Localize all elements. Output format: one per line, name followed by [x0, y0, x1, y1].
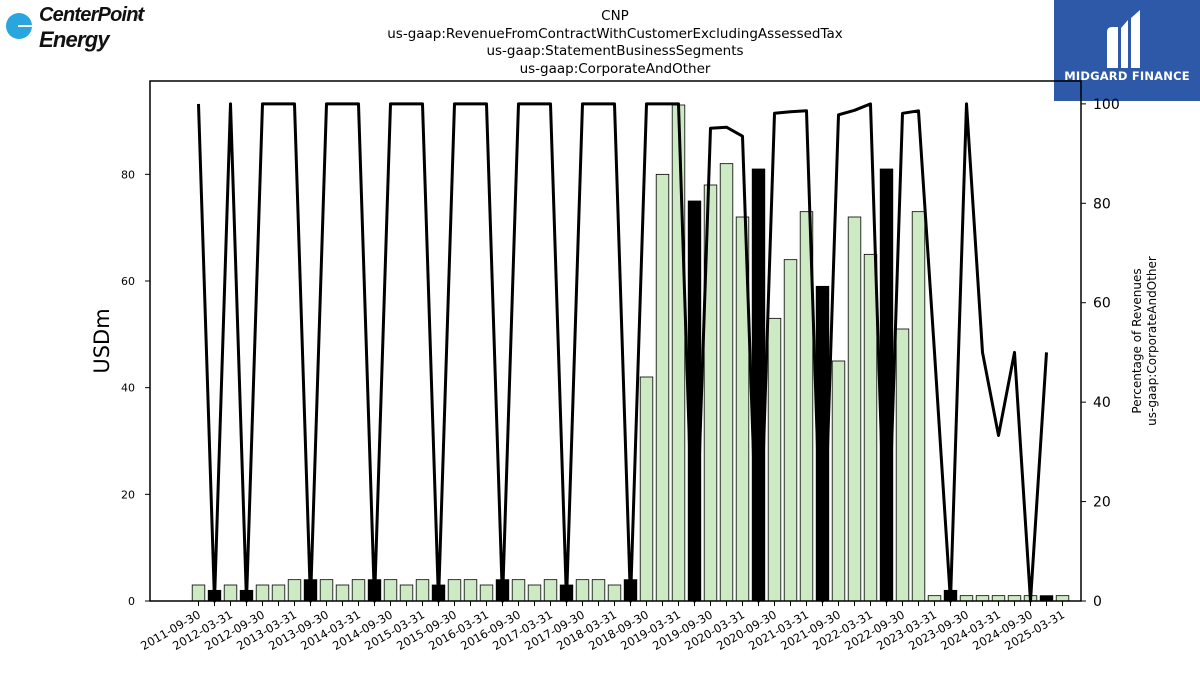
right-y-tick-label: 100: [1093, 97, 1120, 113]
right-y-tick-label: 60: [1093, 296, 1111, 312]
bar: [383, 579, 398, 602]
chart-title-line-3: us-gaap:StatementBusinessSegments: [486, 43, 744, 59]
company-name-line1: CenterPoint: [39, 4, 144, 26]
bar: [783, 259, 798, 602]
left-y-tick-label: 0: [128, 595, 135, 608]
bar: [655, 173, 670, 602]
chart-title-line-4: us-gaap:CorporateAndOther: [519, 60, 711, 77]
midgard-finance-logo: MIDGARD FINANCE: [1054, 0, 1200, 101]
right-y-axis: 0 20 40 60 80 100: [1081, 97, 1120, 610]
right-y-axis-label-line-1: Percentage of Revenues: [1130, 268, 1144, 413]
bar: [335, 584, 350, 602]
company-name-line2: Energy: [39, 27, 110, 52]
bar: [191, 584, 206, 602]
bar: [223, 584, 238, 602]
bar: [479, 584, 494, 602]
bar: [319, 579, 334, 602]
bar: [991, 595, 1006, 602]
bar: [463, 579, 478, 602]
chart-title: CNP us-gaap:RevenueFromContractWithCusto…: [315, 8, 915, 78]
bar: [527, 584, 542, 602]
bar: [767, 317, 782, 602]
bar: [415, 579, 430, 602]
bar: [1055, 595, 1070, 602]
left-y-tick-label: 80: [121, 168, 135, 181]
left-y-tick-label: 40: [121, 382, 135, 395]
bar: [399, 584, 414, 602]
bar: [975, 595, 990, 602]
right-y-axis-label-line-2: us-gaap:CorporateAndOther: [1145, 256, 1159, 426]
centerpoint-energy-logo: CenterPoint Energy ®: [4, 4, 154, 54]
bar: [911, 211, 926, 602]
chart-title-line-2: us-gaap:RevenueFromContractWithCustomerE…: [387, 25, 843, 42]
bar: [879, 168, 894, 602]
bar: [1007, 595, 1022, 602]
bar: [511, 579, 526, 602]
bar: [847, 216, 862, 602]
right-y-tick-label: 20: [1093, 495, 1111, 511]
bar: [687, 200, 702, 602]
left-y-tick-label: 20: [121, 488, 135, 501]
bar: [447, 579, 462, 602]
bar: [751, 168, 766, 602]
midgard-logo-mark: [1107, 10, 1140, 68]
centerpoint-logo-swoosh: [18, 25, 46, 27]
bar: [271, 584, 286, 602]
right-y-tick-label: 40: [1093, 395, 1111, 411]
bar: [639, 376, 654, 602]
bar: [607, 584, 622, 602]
bar: [719, 163, 734, 602]
bar: [591, 579, 606, 602]
bar: [543, 579, 558, 602]
bar: [831, 360, 846, 602]
bar: [927, 595, 942, 602]
right-y-tick-label: 80: [1093, 196, 1111, 212]
right-y-tick-label: 0: [1093, 594, 1102, 610]
publisher-name: MIDGARD FINANCE: [1064, 69, 1190, 83]
bar: [1039, 595, 1054, 602]
plot-frame: [149, 80, 1082, 602]
left-y-axis: 0 20 40 60 80: [121, 168, 150, 608]
left-y-tick-label: 60: [121, 275, 135, 288]
bar-series: [191, 104, 1070, 602]
bar: [255, 584, 270, 602]
chart-title-line-1: CNP: [601, 8, 629, 24]
bar: [671, 104, 686, 602]
x-axis: 2011-09-302012-03-312012-09-302013-03-31…: [138, 601, 1067, 653]
y-axis-label: USDm: [90, 308, 114, 373]
bar: [959, 595, 974, 602]
bar: [351, 579, 366, 602]
bar: [895, 328, 910, 602]
percentage-line: [197, 102, 1048, 603]
bar: [287, 579, 302, 602]
line-series: [197, 102, 1048, 603]
trademark-symbol: ®: [136, 14, 142, 21]
bar: [575, 579, 590, 602]
bar: [863, 253, 878, 602]
